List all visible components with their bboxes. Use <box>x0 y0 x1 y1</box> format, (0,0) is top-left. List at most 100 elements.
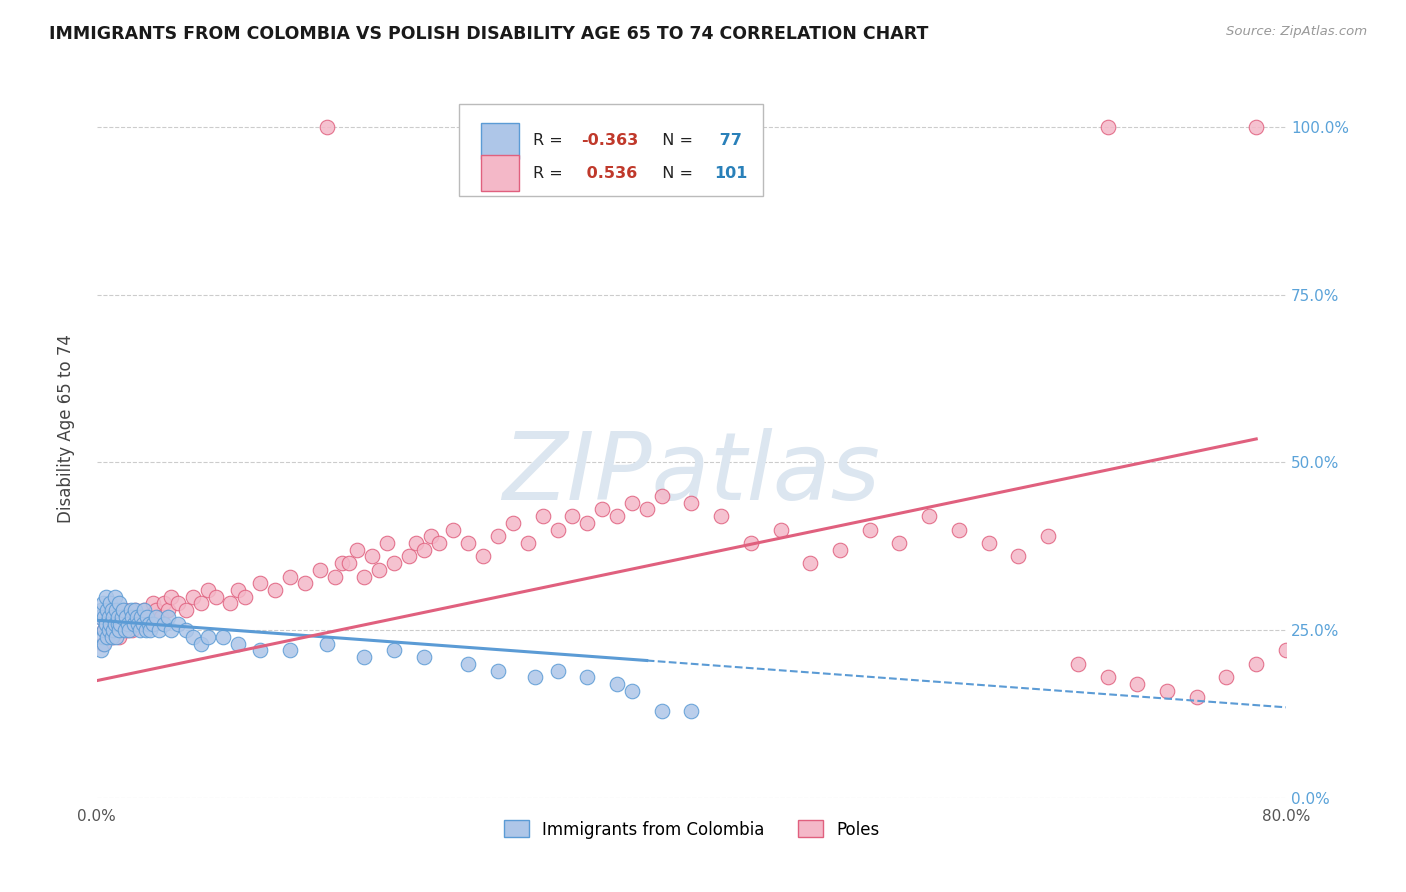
Point <box>120 610 142 624</box>
Point <box>183 590 205 604</box>
Point <box>167 596 190 610</box>
Point <box>98 596 121 610</box>
Point <box>114 603 136 617</box>
Point <box>93 637 115 651</box>
Point <box>145 610 167 624</box>
Point <box>382 556 405 570</box>
Point <box>114 624 136 638</box>
Point <box>1244 657 1267 671</box>
Point <box>948 523 970 537</box>
Text: IMMIGRANTS FROM COLOMBIA VS POLISH DISABILITY AGE 65 TO 74 CORRELATION CHART: IMMIGRANTS FROM COLOMBIA VS POLISH DISAB… <box>49 25 928 43</box>
Point <box>93 610 115 624</box>
Point <box>420 529 443 543</box>
Point <box>339 556 361 570</box>
Point <box>681 704 703 718</box>
Point <box>531 509 554 524</box>
Point <box>89 610 111 624</box>
Point <box>110 610 132 624</box>
Point <box>138 610 160 624</box>
Point <box>120 603 142 617</box>
Point <box>174 603 197 617</box>
Point <box>636 502 658 516</box>
Point <box>1364 590 1386 604</box>
Point <box>93 624 115 638</box>
Point <box>346 542 368 557</box>
Point <box>101 624 124 638</box>
Point <box>90 610 112 624</box>
Point <box>219 596 242 610</box>
Point <box>226 637 249 651</box>
Point <box>330 556 353 570</box>
Point <box>1185 690 1208 705</box>
Point <box>94 590 117 604</box>
Point <box>323 569 346 583</box>
Point <box>98 624 121 638</box>
Point <box>651 120 673 134</box>
Point <box>591 502 613 516</box>
Point <box>405 536 427 550</box>
Point <box>121 610 143 624</box>
Point <box>740 536 762 550</box>
Point <box>160 624 183 638</box>
Text: Source: ZipAtlas.com: Source: ZipAtlas.com <box>1226 25 1367 38</box>
Point <box>547 523 569 537</box>
Point <box>131 610 153 624</box>
Point <box>1097 670 1119 684</box>
Point <box>103 610 125 624</box>
Point <box>100 630 122 644</box>
Point <box>111 610 134 624</box>
Point <box>190 637 212 651</box>
Point <box>427 536 450 550</box>
Point <box>134 603 156 617</box>
Point <box>90 603 112 617</box>
Point <box>502 516 524 530</box>
Point <box>97 610 120 624</box>
Point <box>107 616 129 631</box>
Point <box>457 536 479 550</box>
Point <box>90 643 112 657</box>
Point <box>353 569 375 583</box>
Point <box>204 590 226 604</box>
Point <box>121 624 143 638</box>
Point <box>100 616 122 631</box>
Point <box>249 576 271 591</box>
Text: 101: 101 <box>714 166 748 181</box>
FancyBboxPatch shape <box>481 155 519 191</box>
Point <box>98 616 121 631</box>
Point <box>100 603 122 617</box>
Point <box>375 536 398 550</box>
Point <box>472 549 495 564</box>
Point <box>91 596 114 610</box>
Text: ZIPatlas: ZIPatlas <box>502 427 880 518</box>
Point <box>93 624 115 638</box>
Point <box>278 569 301 583</box>
Point <box>167 616 190 631</box>
Point <box>1215 670 1237 684</box>
Point <box>115 610 138 624</box>
Point <box>212 630 235 644</box>
Point <box>1275 643 1298 657</box>
Point <box>235 590 257 604</box>
Point <box>368 563 391 577</box>
Point <box>110 616 132 631</box>
Point <box>1007 549 1029 564</box>
Point <box>412 542 434 557</box>
Point <box>157 610 180 624</box>
Point <box>710 509 733 524</box>
Point <box>828 542 851 557</box>
Point <box>190 596 212 610</box>
Point <box>124 603 146 617</box>
Point <box>125 610 148 624</box>
Point <box>157 603 180 617</box>
Point <box>136 610 159 624</box>
Point <box>96 630 118 644</box>
Point <box>101 610 124 624</box>
Point <box>1244 120 1267 134</box>
Point <box>103 590 125 604</box>
Point <box>122 616 145 631</box>
Point <box>142 596 165 610</box>
Point <box>353 650 375 665</box>
Point <box>94 616 117 631</box>
Point <box>149 610 172 624</box>
Point <box>620 683 643 698</box>
